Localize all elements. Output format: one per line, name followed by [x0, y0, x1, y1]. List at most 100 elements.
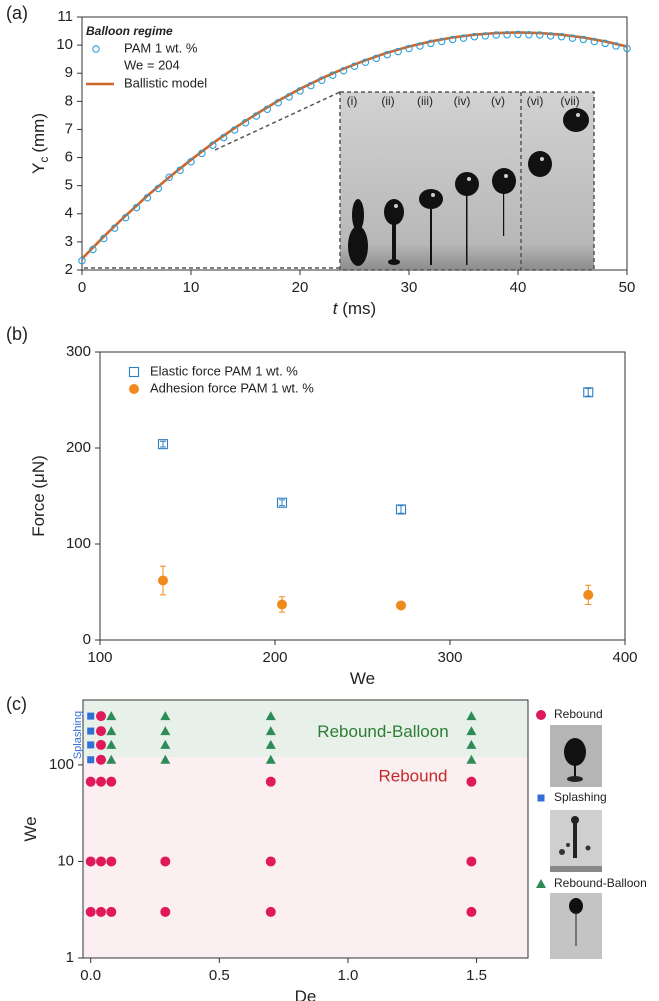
- marker: [96, 711, 107, 722]
- marker: [557, 32, 566, 41]
- y-tick-label: 1: [66, 949, 74, 966]
- marker: [466, 739, 477, 749]
- marker: [106, 856, 117, 867]
- inset-label: (ii): [381, 94, 394, 108]
- error-bar: [585, 387, 592, 397]
- y-axis-label-sub: c: [37, 157, 51, 163]
- marker: [427, 39, 435, 48]
- marker: [276, 497, 288, 508]
- y-axis-label-var: Force (μN): [29, 455, 48, 537]
- marker: [416, 42, 424, 50]
- legend-label: Ballistic model: [124, 75, 207, 90]
- marker: [265, 776, 276, 787]
- x-axis-label-var: t: [333, 299, 339, 318]
- y-tick-label: 5: [65, 177, 73, 194]
- inset-label: (iv): [454, 94, 471, 108]
- marker: [492, 31, 500, 39]
- marker: [537, 794, 545, 802]
- x-axis-label: De: [295, 987, 317, 1001]
- marker: [106, 906, 117, 917]
- x-tick-label: 30: [401, 279, 418, 296]
- y-tick-label: 11: [57, 8, 73, 25]
- y-tick-label: 200: [66, 439, 91, 456]
- x-tick-label: 20: [292, 279, 309, 296]
- plot-frame: [82, 699, 529, 959]
- inset-label: (vi): [527, 94, 544, 108]
- y-tick-label: 0: [83, 631, 91, 648]
- marker: [96, 739, 107, 750]
- marker: [339, 66, 348, 75]
- marker: [100, 234, 108, 243]
- marker: [89, 245, 97, 254]
- region-label: Rebound-Balloon: [317, 722, 448, 741]
- marker: [361, 58, 370, 67]
- marker: [579, 35, 588, 44]
- marker: [466, 776, 477, 787]
- panel-label: (b): [6, 324, 28, 344]
- y-tick-label: 6: [65, 149, 73, 166]
- marker: [252, 112, 261, 120]
- x-tick-label: 50: [619, 279, 636, 296]
- marker: [158, 575, 168, 586]
- marker: [395, 504, 407, 515]
- y-tick-label: 7: [65, 120, 73, 137]
- marker: [106, 776, 117, 787]
- marker: [265, 906, 276, 917]
- marker: [198, 149, 206, 158]
- y-axis-label: Yc (mm): [29, 113, 51, 174]
- panel-label: (a): [6, 3, 28, 23]
- legend-photos: [550, 725, 602, 959]
- inset-photo: (i) (ii) (iii) (iv) (v) (vi) (vii): [84, 91, 595, 271]
- marker: [85, 776, 96, 787]
- marker: [536, 710, 546, 720]
- annotation: Splashing: [72, 711, 84, 759]
- marker: [466, 726, 477, 736]
- marker: [160, 754, 171, 764]
- marker: [590, 37, 599, 46]
- marker: [265, 856, 276, 867]
- legend-label: Splashing: [554, 790, 607, 804]
- inset-label: (vii): [560, 94, 579, 108]
- marker: [121, 213, 130, 222]
- marker: [612, 42, 620, 50]
- marker: [296, 87, 304, 95]
- x-tick-label: 0.5: [209, 967, 230, 984]
- inset-label: (i): [347, 94, 358, 108]
- y-tick-label: 300: [66, 343, 91, 360]
- x-tick-label: 1.0: [338, 967, 359, 984]
- marker: [263, 105, 272, 113]
- marker: [219, 133, 228, 142]
- x-axis-label-var: We: [350, 669, 375, 688]
- y-axis-label: Force (μN): [29, 455, 48, 537]
- error-bar: [279, 499, 285, 507]
- y-tick-label: 3: [65, 233, 73, 250]
- marker: [265, 726, 276, 736]
- region: [83, 757, 528, 958]
- marker: [143, 194, 152, 202]
- legend-label: Adhesion force PAM 1 wt. %: [150, 380, 314, 395]
- y-tick-label: 100: [66, 535, 91, 552]
- x-tick-label: 0: [78, 279, 86, 296]
- marker: [132, 203, 141, 212]
- marker: [209, 141, 217, 149]
- marker: [536, 879, 546, 888]
- marker: [405, 44, 413, 53]
- y-axis-label: We: [21, 816, 40, 841]
- y-tick-label: 2: [65, 261, 73, 278]
- y-axis-label-unit: (mm): [29, 113, 48, 153]
- marker: [546, 32, 555, 40]
- marker: [160, 711, 171, 721]
- marker: [160, 906, 171, 917]
- x-axis-label: t (ms): [333, 299, 376, 318]
- marker: [372, 54, 381, 63]
- marker: [230, 126, 239, 134]
- marker: [437, 37, 446, 46]
- marker: [96, 754, 107, 765]
- region: [83, 700, 528, 758]
- legend-label: Elastic force PAM 1 wt. %: [150, 363, 298, 378]
- marker: [176, 166, 184, 174]
- marker: [448, 35, 457, 44]
- marker: [623, 44, 631, 53]
- model-line: [81, 31, 628, 260]
